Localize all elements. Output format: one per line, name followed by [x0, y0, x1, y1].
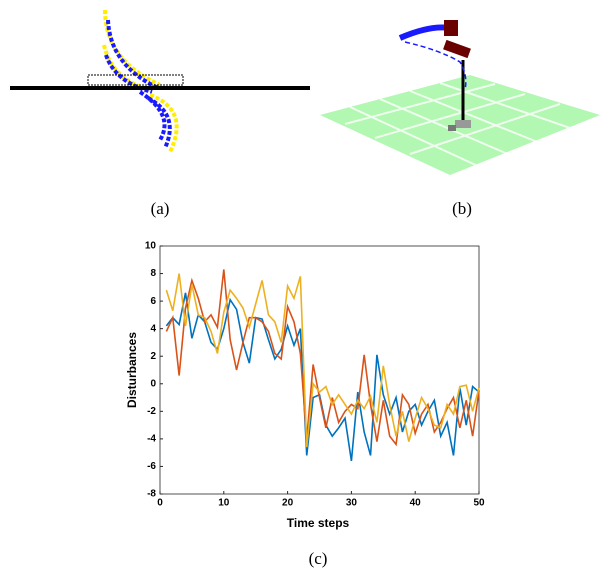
y-tick-label: 2: [150, 351, 156, 362]
y-tick-label: 8: [150, 268, 156, 279]
y-tick-label: 0: [150, 378, 156, 389]
caption: (a): [151, 199, 170, 218]
caption: (b): [452, 199, 472, 218]
y-tick-label: -4: [147, 434, 156, 445]
x-tick-label: 20: [282, 498, 294, 509]
plot-frame: [159, 245, 480, 495]
panel-a-illustration: [87, 9, 184, 153]
series-line: [165, 273, 480, 448]
y-axis-label: Disturbances: [125, 332, 139, 408]
y-tick-label: -6: [147, 461, 156, 472]
y-tick-label: -8: [147, 489, 156, 500]
panel-b-illustration: [320, 20, 600, 175]
x-tick-label: 50: [473, 498, 485, 509]
y-tick-label: 4: [150, 323, 156, 334]
caption: (c): [309, 549, 328, 568]
x-axis-label: Time steps: [287, 516, 350, 530]
y-tick-label: -2: [147, 406, 156, 417]
x-tick-label: 10: [218, 498, 230, 509]
x-tick-label: 30: [346, 498, 358, 509]
y-tick-label: 10: [145, 241, 157, 252]
x-tick-label: 40: [410, 498, 422, 509]
x-tick-label: 0: [157, 498, 163, 509]
y-tick-label: 6: [150, 296, 156, 307]
